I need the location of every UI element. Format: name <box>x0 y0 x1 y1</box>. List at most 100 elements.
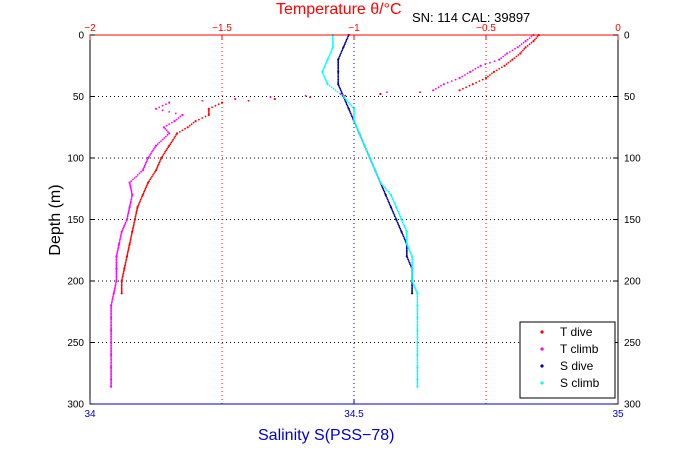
data-point <box>331 47 334 50</box>
data-point <box>207 112 210 115</box>
data-point <box>112 295 114 298</box>
data-point <box>152 174 154 176</box>
data-point <box>413 286 416 288</box>
data-point <box>372 164 374 167</box>
data-point <box>416 329 419 332</box>
data-point <box>405 255 408 258</box>
data-point <box>269 96 272 99</box>
data-point <box>350 114 353 116</box>
data-point <box>123 269 125 272</box>
data-point <box>120 289 123 292</box>
data-point <box>163 137 166 139</box>
data-point <box>328 54 331 56</box>
data-point <box>353 117 355 119</box>
data-point <box>152 149 154 152</box>
data-point <box>149 178 152 181</box>
data-point <box>352 120 356 123</box>
data-point <box>337 69 340 72</box>
data-point <box>129 238 132 241</box>
data-point <box>110 309 112 312</box>
data-point <box>156 166 159 169</box>
data-point <box>110 355 112 358</box>
data-point <box>137 203 140 206</box>
data-point <box>500 66 503 69</box>
data-point <box>164 150 167 153</box>
data-point <box>416 295 419 298</box>
legend-label: S dive <box>560 359 594 373</box>
data-point <box>146 183 149 186</box>
data-point <box>115 277 118 279</box>
data-point <box>383 186 386 189</box>
data-point <box>405 243 408 246</box>
data-point <box>407 260 410 262</box>
data-point <box>372 166 375 169</box>
data-point <box>349 112 352 115</box>
depth-tick-label-left: 50 <box>73 92 85 103</box>
data-point <box>157 163 160 166</box>
data-point <box>411 263 413 265</box>
data-point <box>340 94 343 96</box>
data-point <box>346 104 349 107</box>
data-point <box>326 83 329 86</box>
depth-tick-label-left: 100 <box>67 154 84 165</box>
series-s-climb <box>321 33 419 388</box>
data-point <box>411 258 413 261</box>
data-point <box>133 221 136 224</box>
data-point <box>365 149 368 152</box>
data-point <box>220 101 224 104</box>
data-point <box>168 132 171 135</box>
data-point <box>353 121 356 124</box>
data-point <box>339 54 341 56</box>
data-point <box>416 343 419 345</box>
data-point <box>131 195 133 198</box>
data-point <box>344 100 347 102</box>
data-point <box>413 284 415 287</box>
data-point <box>127 249 130 252</box>
data-point <box>326 58 329 61</box>
data-point <box>124 221 127 224</box>
data-point <box>416 370 419 373</box>
salinity-tick-label: 34.5 <box>344 409 364 420</box>
instrument-note: SN: 114 CAL: 39897 <box>412 10 530 25</box>
data-point <box>120 283 123 285</box>
data-point <box>411 289 413 292</box>
data-point <box>390 195 393 198</box>
data-point <box>130 187 132 190</box>
data-point <box>416 340 419 342</box>
data-point <box>469 70 472 73</box>
data-point <box>330 86 333 89</box>
data-point <box>122 270 125 273</box>
data-point <box>403 238 406 241</box>
data-point <box>398 226 401 229</box>
legend-marker <box>540 330 544 334</box>
data-point <box>362 141 365 144</box>
data-point <box>367 154 370 156</box>
data-point <box>166 134 169 136</box>
data-point <box>341 92 343 95</box>
data-point <box>395 206 398 209</box>
data-point <box>533 38 536 41</box>
data-point <box>136 207 139 210</box>
data-point <box>345 101 347 104</box>
data-point <box>153 147 155 150</box>
data-point <box>324 63 327 66</box>
data-point <box>345 103 348 106</box>
data-point <box>143 189 146 192</box>
data-point <box>416 316 419 319</box>
data-point <box>351 115 353 118</box>
data-point <box>165 103 167 106</box>
data-point <box>461 75 464 78</box>
data-point <box>399 215 402 218</box>
data-point <box>184 127 186 130</box>
data-point <box>126 215 129 218</box>
data-point <box>143 164 146 167</box>
data-point <box>130 198 133 201</box>
data-point <box>416 349 419 352</box>
data-point <box>387 200 390 203</box>
data-point <box>382 184 384 187</box>
data-point <box>181 113 184 117</box>
data-point <box>416 353 419 356</box>
data-point <box>154 146 156 149</box>
data-point <box>466 72 469 75</box>
data-point <box>127 209 130 212</box>
